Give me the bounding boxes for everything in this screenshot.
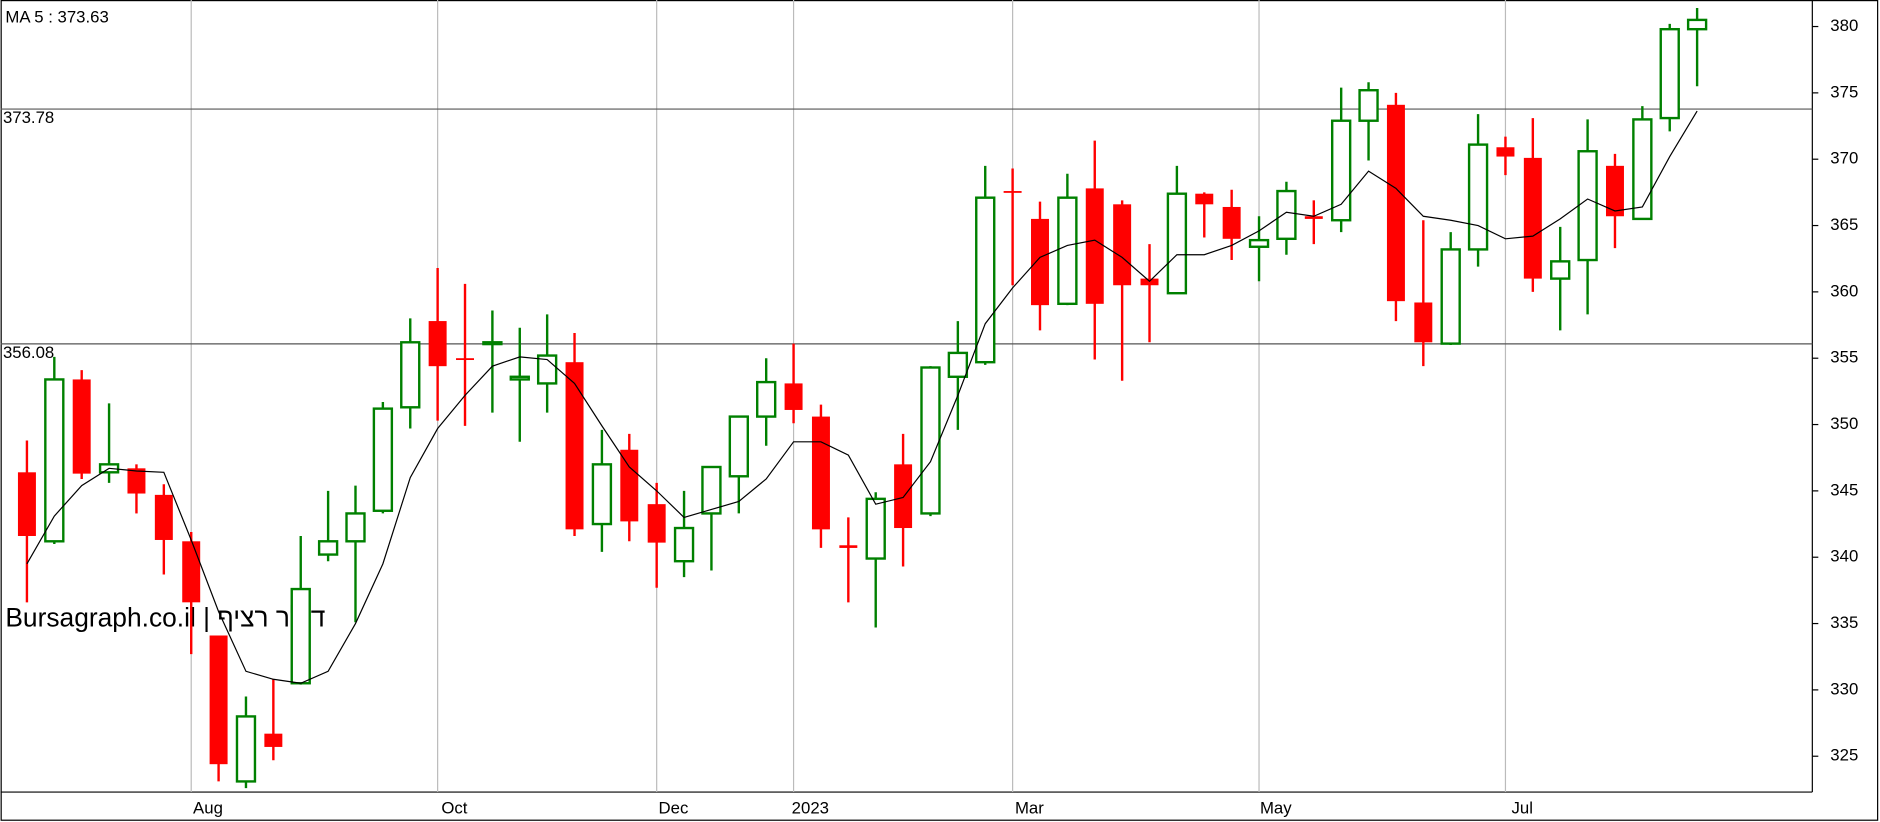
candle-body [1003,191,1022,193]
candle-body [1632,118,1653,221]
candle-body [1330,119,1352,222]
y-tick-label: 355 [1830,348,1858,367]
candle-body [1605,165,1624,217]
candle-body [565,362,584,530]
candle-body [154,494,173,540]
candle-body [1358,89,1379,122]
candle-body [428,321,447,367]
y-tick-label: 380 [1830,16,1858,35]
candle-body [647,504,666,543]
candle-body [1304,216,1323,219]
candle-body [17,472,36,536]
candle-body [673,526,695,563]
y-tick-label: 365 [1830,215,1858,234]
ma-label: MA 5 : 373.63 [5,7,108,26]
candle-body [1386,104,1405,302]
candle-body [920,366,941,515]
candle-body [345,512,366,543]
candle-body [1467,143,1489,251]
candle-body [44,378,65,543]
candle-body [756,380,777,418]
candle-body [811,416,830,530]
x-tick-label: Jul [1512,798,1533,817]
candle-body [536,354,558,385]
candle-body [1276,189,1297,241]
candle-body [1523,157,1542,279]
candle-body [975,196,996,364]
x-tick-label: May [1260,798,1292,817]
x-tick-label: Aug [193,798,223,817]
y-tick-label: 335 [1830,613,1858,632]
candle-body [1222,206,1241,239]
candle-body [1686,18,1708,31]
candle-body [456,358,475,361]
candle-body [1659,27,1680,120]
candle-body [317,540,339,556]
candle-body [1166,192,1188,295]
watermark: Bursagraph.co.il | דולר רציף [5,602,325,632]
candle-body [839,545,858,548]
candle-body [264,733,283,747]
level-label: 356.08 [3,343,54,362]
x-tick-label: 2023 [792,798,829,817]
candle-body [127,468,146,494]
candle-body [1414,302,1433,343]
candle-body [1440,248,1461,345]
candle-body [1550,260,1571,280]
y-tick-label: 370 [1830,149,1858,168]
candle-body [72,379,91,474]
candle-body [1113,204,1132,286]
candle-body [1195,193,1214,205]
candle-body [1577,150,1598,262]
candle-body [1057,196,1078,306]
candle-body [1496,147,1515,157]
candle-body [482,341,503,346]
candle-body [784,383,803,410]
level-label: 373.78 [3,108,54,127]
candle-body [1031,218,1049,306]
candle-body [728,415,749,478]
candle-body [509,375,530,381]
x-tick-label: Mar [1015,798,1044,817]
y-tick-label: 325 [1830,746,1858,765]
candle-body [701,465,722,515]
candle-body [182,541,201,603]
ma-line [26,110,1698,684]
y-tick-label: 360 [1830,281,1858,300]
candle-body [947,351,969,378]
candle-body [894,464,913,529]
x-tick-label: Dec [659,798,689,817]
candle-body [400,341,421,409]
y-tick-label: 345 [1830,480,1858,499]
candle-body [290,587,311,685]
candle-body [235,715,257,783]
y-tick-label: 350 [1830,414,1858,433]
candle-body [209,635,228,765]
candle-body [591,463,613,526]
candle-body [1248,238,1270,248]
x-tick-label: Oct [441,798,467,817]
y-tick-label: 330 [1830,679,1858,698]
candle-body [620,449,639,522]
candle-body [372,407,394,512]
y-tick-label: 340 [1830,547,1858,566]
candle-body [865,497,886,560]
y-tick-label: 375 [1830,82,1858,101]
candle-body [1085,188,1104,304]
